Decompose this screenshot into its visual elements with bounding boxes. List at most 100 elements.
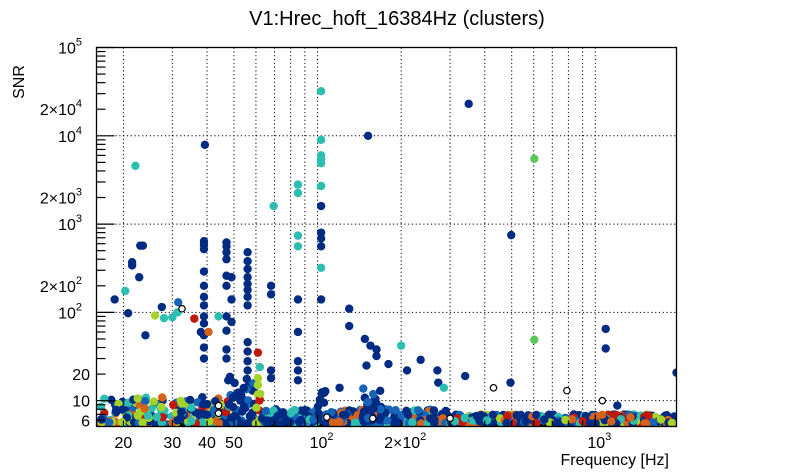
- cluster-point: [567, 415, 577, 424]
- cluster-point: [482, 416, 492, 425]
- data-point: [199, 319, 209, 328]
- data-point: [227, 295, 236, 304]
- data-point: [199, 312, 209, 321]
- x-tick-label: 2×102: [384, 431, 426, 452]
- x-tick-label: 40: [198, 435, 216, 452]
- y-tick-label: 2×104: [40, 98, 82, 119]
- data-point: [434, 378, 443, 387]
- cluster-point: [416, 419, 426, 426]
- data-point: [243, 248, 252, 257]
- x-axis-label: Frequency [Hz]: [561, 452, 669, 469]
- data-point: [316, 181, 326, 191]
- cluster-point: [309, 415, 318, 424]
- cluster-point: [202, 410, 212, 419]
- data-point: [293, 188, 303, 198]
- data-point: [243, 366, 252, 375]
- data-point: [368, 414, 377, 423]
- cluster-point: [222, 419, 231, 426]
- cluster-point: [322, 419, 331, 426]
- cluster-point: [224, 376, 233, 385]
- cluster-point: [502, 418, 511, 426]
- data-point: [293, 231, 303, 240]
- data-point: [222, 248, 231, 257]
- data-point: [601, 324, 610, 334]
- data-point: [316, 295, 326, 304]
- data-point: [253, 373, 263, 383]
- data-point: [243, 356, 252, 366]
- data-point: [293, 366, 303, 375]
- data-point: [266, 366, 276, 375]
- data-point: [530, 154, 539, 163]
- data-point: [672, 368, 676, 377]
- cluster-point: [408, 418, 417, 426]
- data-point: [243, 273, 252, 282]
- data-point: [174, 298, 183, 307]
- cluster-point: [521, 417, 531, 426]
- grid-lines: [96, 47, 677, 427]
- cluster-point: [369, 389, 378, 399]
- data-point: [199, 354, 209, 363]
- data-point: [243, 264, 252, 274]
- y-tick-label: 103: [58, 213, 82, 234]
- data-point: [489, 383, 498, 392]
- data-point: [402, 366, 412, 375]
- data-point: [157, 302, 167, 312]
- y-tick-labels: 6 10 20 102 2×102 103 2×103 104 2×104 105: [40, 37, 90, 431]
- cluster-point: [294, 417, 304, 426]
- data-point: [199, 301, 209, 310]
- data-point: [199, 292, 209, 302]
- data-point: [190, 314, 199, 323]
- data-point: [199, 237, 209, 246]
- data-point: [598, 396, 607, 405]
- data-point: [507, 230, 516, 240]
- data-point: [222, 255, 231, 264]
- data-point: [335, 383, 344, 392]
- data-point: [135, 273, 144, 282]
- chart-title: V1:Hrec_hoft_16384Hz (clusters): [249, 8, 545, 30]
- data-points: [110, 86, 676, 423]
- data-point: [460, 371, 470, 381]
- data-point: [345, 304, 354, 313]
- x-tick-labels: 20 30 40 50 102 2×102 103: [115, 431, 612, 452]
- data-point: [178, 304, 186, 313]
- data-point: [110, 295, 119, 304]
- data-point: [222, 281, 231, 291]
- data-point: [360, 334, 370, 344]
- data-point: [363, 131, 373, 140]
- data-point: [150, 311, 160, 320]
- cluster-point: [176, 413, 186, 422]
- cluster-point: [225, 400, 234, 409]
- data-point: [293, 242, 303, 251]
- cluster-point: [598, 410, 607, 419]
- cluster-point: [359, 407, 368, 417]
- data-point: [200, 140, 210, 150]
- cluster-point: [561, 415, 570, 425]
- cluster-point: [252, 403, 261, 412]
- data-point: [199, 281, 209, 291]
- cluster-point: [278, 419, 287, 426]
- data-point: [433, 366, 442, 375]
- data-point: [204, 327, 213, 337]
- cluster-point: [320, 388, 329, 398]
- cluster-point: [641, 419, 651, 426]
- cluster-point: [552, 419, 562, 426]
- data-point: [222, 242, 231, 251]
- data-point: [372, 345, 381, 354]
- data-point: [316, 135, 326, 145]
- plot-frame: [95, 46, 678, 428]
- data-point: [243, 292, 252, 302]
- data-point: [601, 344, 610, 353]
- data-point: [214, 312, 223, 321]
- data-point: [127, 258, 137, 267]
- cluster-point: [236, 419, 246, 426]
- x-tick-label: 50: [225, 435, 243, 452]
- cluster-point: [585, 419, 594, 426]
- cluster-bands: [97, 372, 676, 426]
- data-point: [316, 234, 326, 243]
- cluster-point: [273, 411, 282, 421]
- data-point: [253, 380, 263, 390]
- data-point: [439, 383, 449, 392]
- data-point: [141, 331, 150, 340]
- data-point: [222, 312, 231, 321]
- y-tick-label: 102: [58, 301, 82, 322]
